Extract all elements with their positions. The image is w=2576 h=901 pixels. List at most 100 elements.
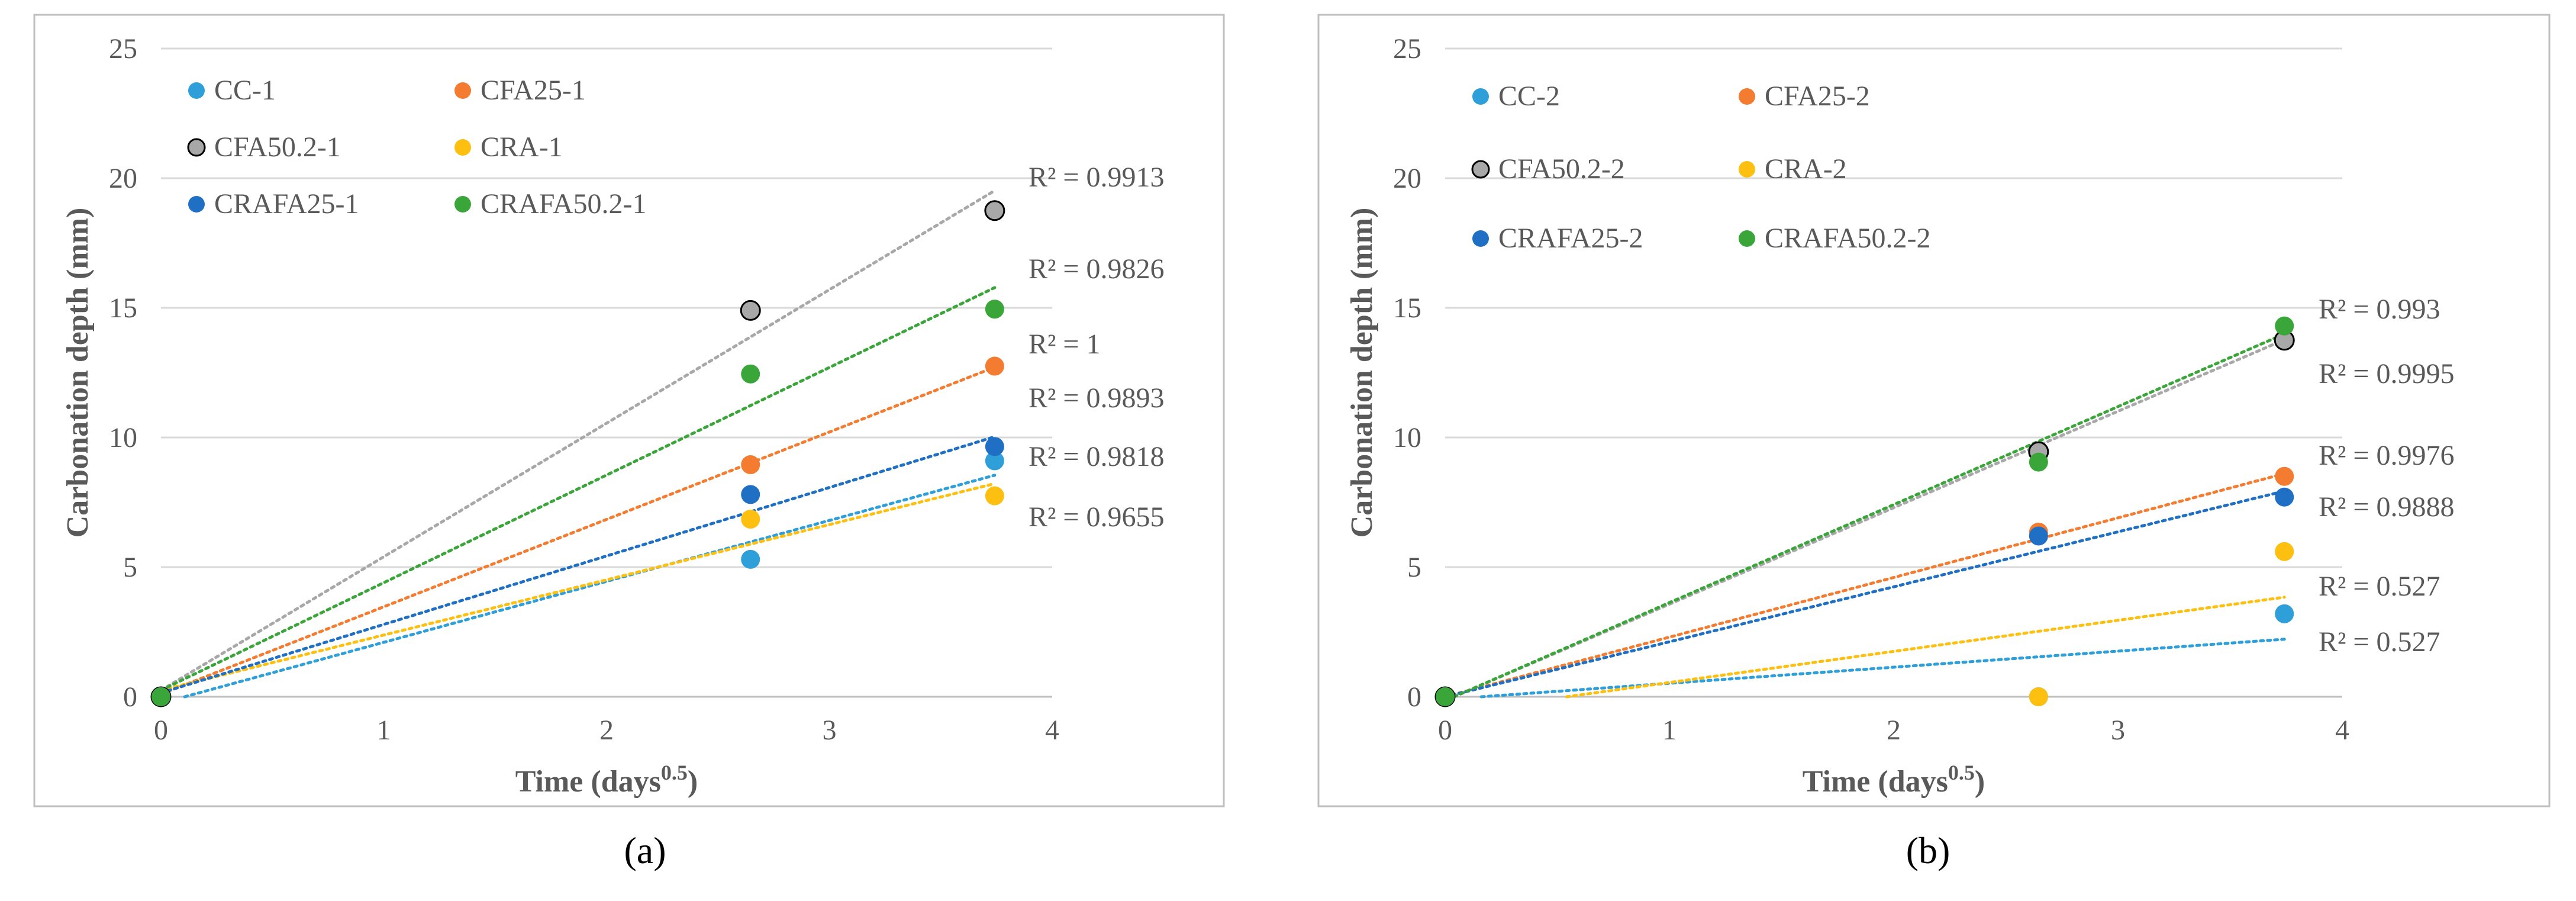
chart-frame	[33, 14, 1225, 807]
trendline-CRAFA25-1	[159, 435, 997, 694]
y-tick-label: 20	[1393, 163, 1421, 194]
chart-panel-b: 0 5 10 15 20 25 0 1 2 3 4 Time (days0.5) Carbonation…	[1317, 14, 2551, 871]
x-tick-label: 1	[377, 715, 391, 746]
data-point-CC-2	[2275, 604, 2294, 623]
y-tick-label: 10	[1393, 422, 1421, 453]
trendline-CFA25-2	[1443, 472, 2286, 699]
legend-label: CC-2	[1498, 81, 1560, 112]
trendline-CRA-2	[1565, 596, 2286, 699]
r2-annotation: R² = 0.9913	[1029, 162, 1164, 193]
chart-frame	[1317, 14, 2551, 807]
y-axis-title: Carbonation depth (mm)	[1345, 208, 1379, 538]
r2-annotation: R² = 1	[1029, 329, 1100, 360]
data-point-CRA-2	[2029, 687, 2048, 706]
trendline-CRAFA50.2-1	[159, 286, 997, 692]
data-point-CFA25-1	[741, 455, 760, 474]
data-point-CRAFA25-2	[2275, 487, 2294, 507]
r2-annotation: R² = 0.9995	[2319, 358, 2454, 390]
data-point-CRAFA50.2-1	[741, 364, 760, 384]
x-tick-label: 3	[823, 715, 837, 746]
r2-annotation: R² = 0.9826	[1029, 253, 1164, 285]
r2-annotation: R² = 0.9976	[2319, 440, 2454, 471]
trendline-CC-1	[183, 474, 997, 699]
x-tick-label: 0	[154, 715, 168, 746]
x-tick-label: 2	[599, 715, 614, 746]
data-point-CFA25-2	[2275, 466, 2294, 486]
data-point-CRAFA50.2-2	[2029, 452, 2048, 472]
legend-label: CRAFA50.2-2	[1765, 223, 1930, 254]
r2-annotation: R² = 0.527	[2319, 571, 2440, 602]
r2-annotation: R² = 0.9655	[1029, 501, 1164, 533]
y-tick-label: 15	[1393, 292, 1421, 324]
x-axis-title: Time (days0.5)	[1803, 761, 1985, 799]
data-point-CRAFA25-1	[741, 485, 760, 504]
y-tick-label: 15	[109, 292, 137, 324]
legend-label: CC-1	[214, 75, 276, 106]
trendline-CC-2	[1479, 638, 2286, 699]
legend-label: CRAFA50.2-1	[481, 188, 646, 220]
legend-label: CFA50.2-2	[1498, 153, 1625, 185]
r2-annotation: R² = 0.9888	[2319, 491, 2454, 523]
trendline-CRAFA25-2	[1443, 490, 2286, 699]
legend-label: CFA50.2-1	[214, 131, 341, 163]
data-point-CFA50.2-1	[984, 200, 1005, 221]
chart-panel-a: 0 5 10 15 20 25 0 1 2 3 4 Time (days0.5) Carbonation…	[33, 14, 1225, 871]
legend-marker-CFA50.2-2	[1471, 160, 1490, 179]
x-tick-label: 1	[1662, 715, 1677, 746]
data-point-CRAFA50.2-2	[2275, 316, 2294, 336]
y-tick-label: 5	[123, 552, 137, 583]
data-point-CFA25-1	[985, 356, 1004, 376]
data-point-CFA50.2-1	[740, 300, 761, 321]
legend-label: CRA-1	[481, 131, 563, 163]
r2-annotation: R² = 0.993	[2319, 294, 2440, 325]
legend-label: CRAFA25-2	[1498, 223, 1643, 254]
y-tick-label: 5	[1407, 552, 1421, 583]
y-tick-label: 10	[109, 422, 137, 453]
legend-marker-CRAFA25-1	[188, 196, 205, 213]
trendline-CFA50.2-1	[159, 189, 997, 692]
x-tick-label: 4	[2335, 715, 2349, 746]
x-tick-label: 0	[1438, 715, 1452, 746]
r2-annotation: R² = 0.527	[2319, 626, 2440, 658]
x-axis-title: Time (days0.5)	[515, 761, 698, 799]
r2-annotation: R² = 0.9818	[1029, 441, 1164, 472]
trendline-CRA-1	[159, 482, 997, 692]
legend-label: CRAFA25-1	[214, 188, 359, 220]
legend-label: CFA25-1	[481, 75, 586, 106]
legend-marker-CFA25-1	[454, 82, 471, 99]
legend-marker-CRA-1	[454, 139, 471, 156]
y-tick-label: 25	[109, 33, 137, 65]
data-point-CC-1	[741, 549, 760, 569]
panel-label: (b)	[1906, 829, 1950, 871]
y-tick-label: 25	[1393, 33, 1421, 65]
legend-marker-CRA-2	[1739, 161, 1755, 178]
data-point-CC-1	[985, 451, 1004, 471]
data-point-CRA-1	[985, 486, 1004, 506]
legend-marker-CC-1	[188, 82, 205, 99]
trendline-CFA25-1	[159, 365, 997, 696]
legend-marker-CFA50.2-1	[187, 138, 206, 157]
data-point-CRAFA50.2-1	[151, 687, 170, 706]
y-tick-label: 0	[1407, 681, 1421, 713]
x-tick-label: 4	[1045, 715, 1059, 746]
y-tick-label: 0	[123, 681, 137, 713]
legend-marker-CRAFA50.2-1	[454, 196, 471, 213]
data-point-CRAFA50.2-1	[985, 300, 1004, 319]
legend-label: CRA-2	[1765, 153, 1847, 185]
x-tick-label: 2	[1887, 715, 1901, 746]
legend-marker-CFA25-2	[1739, 88, 1755, 105]
data-point-CRA-2	[2275, 542, 2294, 561]
legend-marker-CRAFA50.2-2	[1739, 230, 1755, 247]
legend-marker-CC-2	[1472, 88, 1489, 105]
legend-label: CFA25-2	[1765, 81, 1870, 112]
data-point-CRAFA50.2-2	[1436, 687, 1455, 706]
x-tick-label: 3	[2111, 715, 2125, 746]
panel-label: (a)	[624, 829, 666, 871]
trendline-CRAFA50.2-2	[1452, 332, 2286, 699]
data-point-CRA-1	[741, 509, 760, 529]
data-point-CRAFA25-2	[2029, 526, 2048, 546]
legend-marker-CRAFA25-2	[1472, 230, 1489, 247]
y-axis-title: Carbonation depth (mm)	[61, 208, 95, 538]
y-tick-label: 20	[109, 163, 137, 194]
